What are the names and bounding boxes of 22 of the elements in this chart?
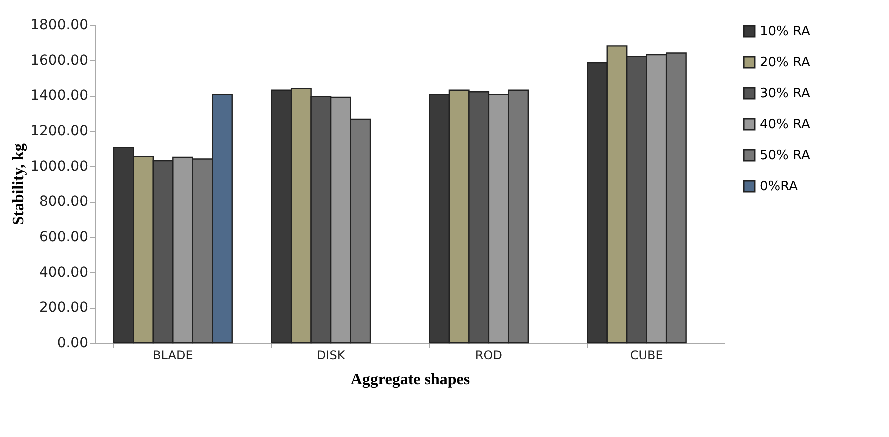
legend-label: 10% RA: [760, 24, 811, 40]
legend-label: 0%RA: [760, 180, 798, 194]
x-tick-label: ROD: [475, 348, 502, 362]
y-tick-label: 1800.00: [30, 18, 88, 34]
y-tick-label: 1200.00: [30, 124, 88, 140]
legend-label: 50% RA: [760, 148, 811, 164]
legend-label: 20% RA: [760, 56, 811, 70]
y-tick-label: 1600.00: [30, 52, 88, 69]
x-axis-title: Aggregate shapes: [350, 372, 470, 388]
y-tick-label: 1400.00: [30, 88, 88, 104]
legend-label: 30% RA: [760, 86, 811, 102]
y-tick-label: 600.00: [40, 230, 88, 246]
x-tick-label: BLADE: [153, 348, 194, 362]
y-tick-label: 400.00: [40, 264, 88, 281]
x-tick-label: DISK: [316, 348, 346, 362]
y-tick-label: 0.00: [57, 336, 88, 352]
y-tick-label: 800.00: [40, 194, 88, 210]
legend-label: 40% RA: [760, 118, 811, 132]
y-tick-label: 200.00: [40, 300, 88, 316]
y-axis-title: Stability, kg: [10, 144, 28, 226]
y-tick-label: 1000.00: [30, 158, 88, 175]
x-tick-label: CUBE: [630, 348, 664, 362]
